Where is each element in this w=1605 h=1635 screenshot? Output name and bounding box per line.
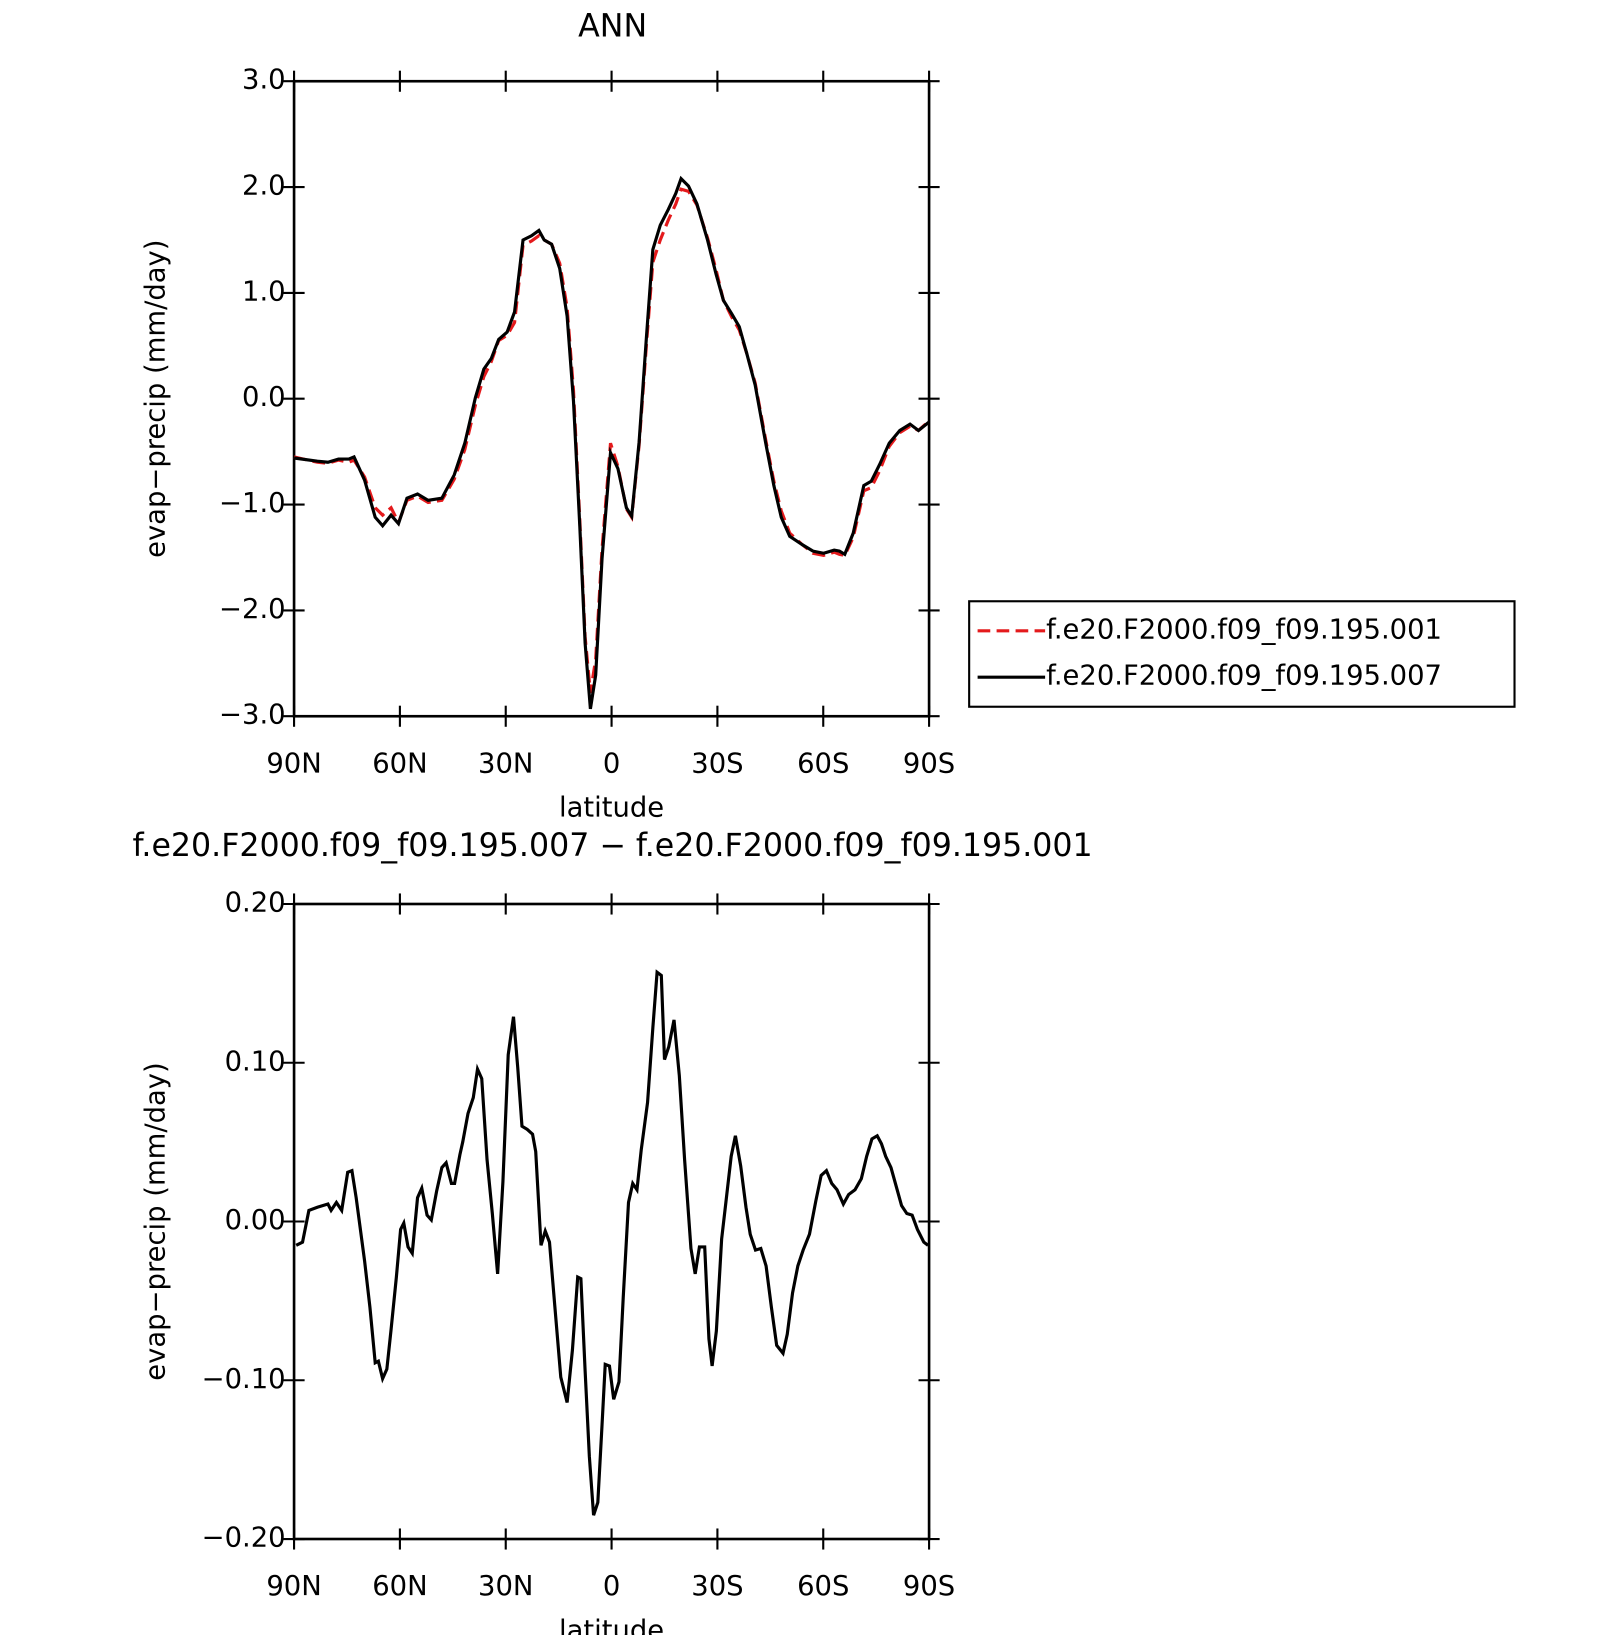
x-tick-label: 60N: [372, 748, 427, 779]
data-line: [293, 187, 931, 694]
y-tick-label: 0.00: [225, 1205, 286, 1236]
x-tick-label: 60S: [797, 748, 849, 779]
x-tick-label: 0: [603, 1571, 620, 1602]
y-tick-label: −0.10: [202, 1364, 286, 1395]
legend-box: [968, 600, 1516, 708]
x-tick-label: 90S: [903, 748, 955, 779]
x-tick-label: 90N: [266, 1571, 321, 1602]
x-tick-label: 60N: [372, 1571, 427, 1602]
x-tick-label: 0: [603, 748, 620, 779]
x-axis-label: latitude: [559, 1615, 664, 1635]
data-line: [295, 969, 929, 1516]
y-tick-label: −1.0: [219, 488, 286, 519]
x-tick-label: 90S: [903, 1571, 955, 1602]
chart-title: ANN: [578, 8, 647, 44]
y-tick-label: 3.0: [242, 65, 286, 96]
legend-label: f.e20.F2000.f09_f09.195.001: [1046, 614, 1442, 645]
plot-frame: [292, 79, 931, 718]
y-tick-label: 0.10: [225, 1046, 286, 1077]
plot-frame: [292, 902, 931, 1541]
x-tick-label: 30S: [691, 1571, 743, 1602]
x-tick-label: 30N: [478, 748, 533, 779]
y-tick-label: −2.0: [219, 594, 286, 625]
y-tick-label: 2.0: [242, 171, 286, 202]
legend-label: f.e20.F2000.f09_f09.195.007: [1046, 661, 1442, 692]
x-tick-label: 30N: [478, 1571, 533, 1602]
chart-title: f.e20.F2000.f09_f09.195.007 − f.e20.F200…: [133, 828, 1093, 864]
x-tick-label: 30S: [691, 748, 743, 779]
x-axis-label: latitude: [559, 793, 664, 824]
y-tick-label: −3.0: [219, 700, 286, 731]
y-tick-label: 1.0: [242, 276, 286, 307]
y-tick-label: −0.20: [202, 1523, 286, 1554]
data-line: [293, 175, 931, 710]
y-tick-label: 0.20: [225, 887, 286, 918]
x-tick-label: 60S: [797, 1571, 849, 1602]
y-axis-label: evap−precip (mm/day): [140, 1062, 171, 1380]
x-tick-label: 90N: [266, 748, 321, 779]
y-tick-label: 0.0: [242, 382, 286, 413]
y-axis-label: evap−precip (mm/day): [140, 240, 171, 558]
